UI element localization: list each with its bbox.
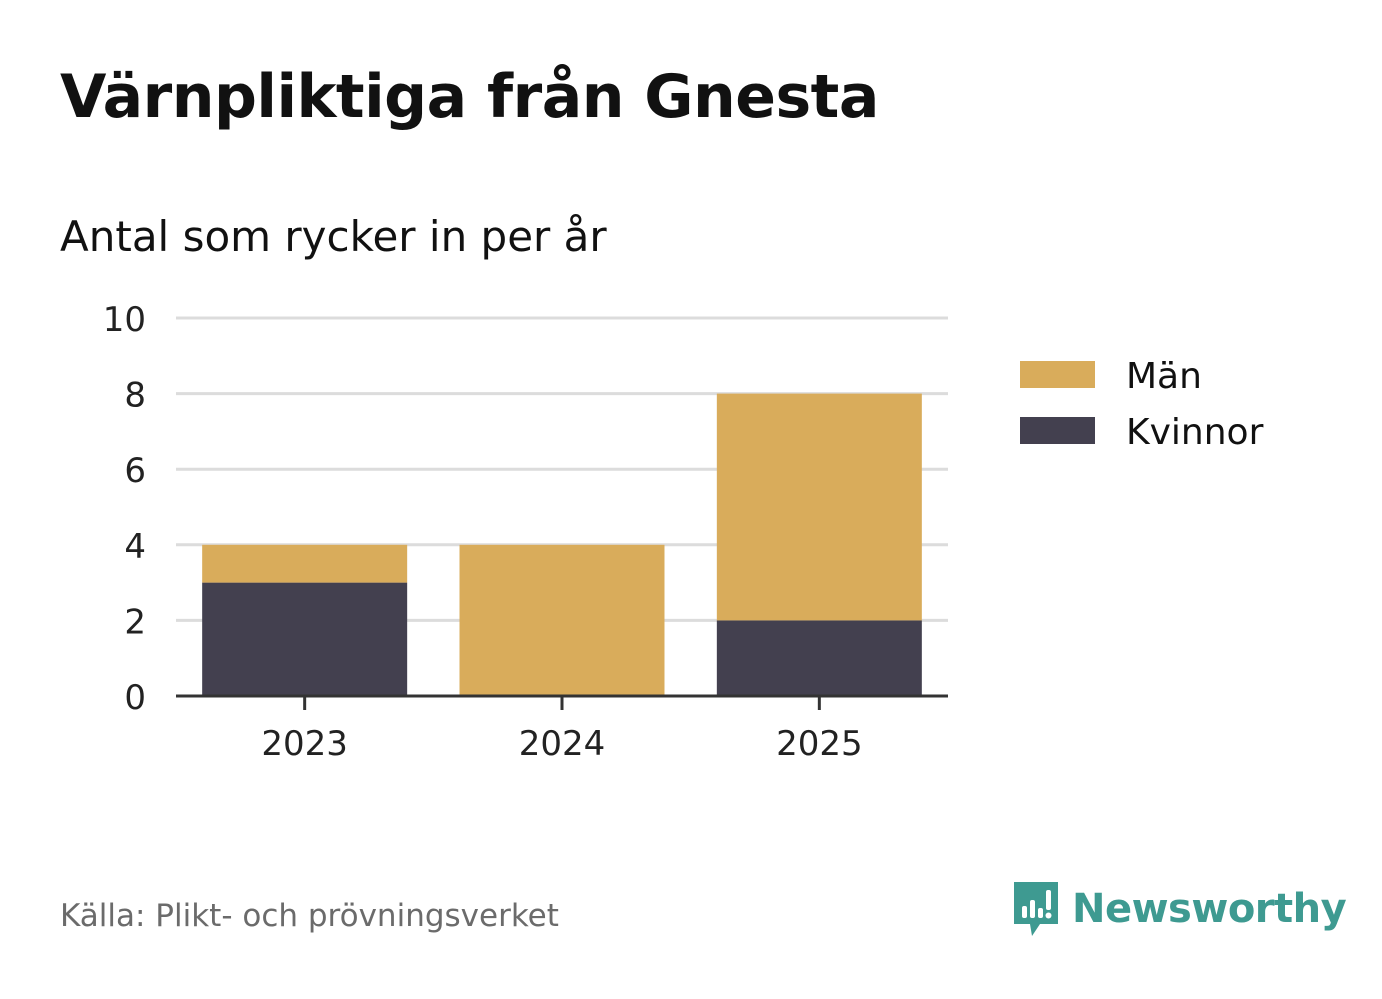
legend: Män Kvinnor — [1020, 356, 1264, 453]
chart-subtitle: Antal som rycker in per år — [60, 212, 607, 261]
y-tick-label: 2 — [124, 602, 146, 642]
x-tick-label: 2025 — [776, 724, 863, 764]
bar-män-2025 — [716, 393, 922, 621]
source-note: Källa: Plikt- och prövningsverket — [60, 898, 559, 934]
y-tick-label: 6 — [124, 451, 146, 491]
brand-name: Newsworthy — [1072, 886, 1347, 932]
bar-kvinnor-2023 — [202, 582, 408, 696]
x-tick-label: 2024 — [519, 724, 606, 764]
bar-män-2023 — [202, 544, 408, 583]
x-axis — [176, 694, 948, 710]
legend-swatch-män — [1020, 361, 1095, 388]
legend-label-män: Män — [1126, 356, 1202, 397]
x-tick-labels: 2023 2024 2025 — [261, 724, 862, 764]
bar-kvinnor-2025 — [716, 620, 922, 696]
brand-logo: Newsworthy — [1010, 878, 1347, 940]
newsworthy-logo-icon — [1014, 882, 1058, 936]
y-tick-label: 8 — [124, 376, 146, 416]
y-axis: 0 2 4 6 8 10 — [103, 300, 146, 718]
legend-label-kvinnor: Kvinnor — [1126, 412, 1264, 453]
legend-swatch-kvinnor — [1020, 417, 1095, 444]
chart-title: Värnpliktiga från Gnesta — [60, 62, 879, 132]
y-tick-label: 0 — [124, 678, 146, 718]
bar-män-2024 — [459, 544, 665, 696]
x-tick-label: 2023 — [261, 724, 348, 764]
y-tick-label: 10 — [103, 300, 146, 340]
y-tick-label: 4 — [124, 527, 146, 567]
bars — [202, 393, 922, 696]
